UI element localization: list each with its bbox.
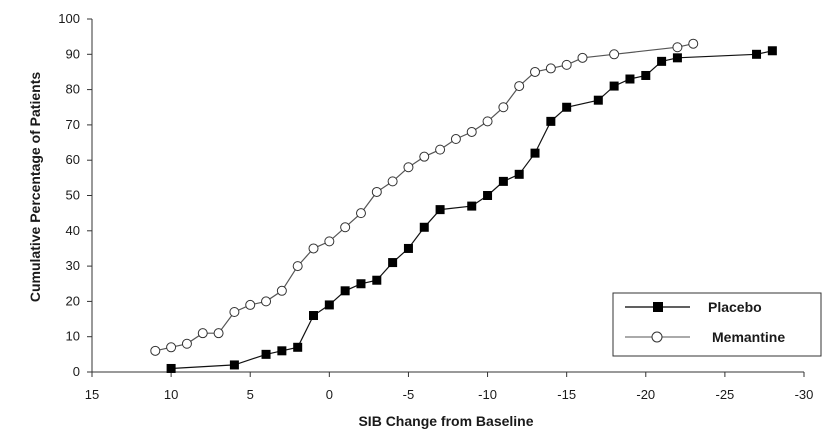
series-layer bbox=[150, 38, 777, 373]
data-point-placebo bbox=[498, 176, 508, 186]
data-point-placebo bbox=[309, 311, 319, 321]
data-point-memantine bbox=[292, 261, 303, 272]
y-tick-label: 20 bbox=[66, 293, 80, 308]
data-point-placebo bbox=[593, 95, 603, 105]
data-point-memantine bbox=[355, 208, 366, 219]
data-point-memantine bbox=[229, 306, 240, 317]
x-axis-title: SIB Change from Baseline bbox=[358, 413, 533, 429]
data-point-memantine bbox=[213, 328, 224, 339]
legend-box bbox=[612, 292, 822, 357]
legend-placebo-marker bbox=[653, 302, 663, 312]
data-point-memantine bbox=[450, 134, 461, 145]
data-point-memantine bbox=[577, 52, 588, 63]
data-point-memantine bbox=[609, 49, 620, 60]
data-point-placebo bbox=[340, 286, 350, 296]
data-point-placebo bbox=[261, 349, 271, 359]
series-memantine bbox=[150, 38, 699, 356]
data-point-memantine bbox=[466, 126, 477, 137]
data-point-memantine bbox=[387, 176, 398, 187]
data-point-placebo bbox=[324, 300, 334, 310]
data-point-placebo bbox=[356, 279, 366, 289]
data-point-memantine bbox=[166, 342, 177, 353]
x-tick-label: 15 bbox=[85, 387, 99, 402]
data-point-placebo bbox=[514, 169, 524, 179]
x-tick-label: -10 bbox=[478, 387, 497, 402]
data-point-memantine bbox=[482, 116, 493, 127]
data-point-placebo bbox=[562, 102, 572, 112]
y-axis-title: Cumulative Percentage of Patients bbox=[27, 72, 43, 303]
data-point-placebo bbox=[403, 243, 413, 253]
data-point-memantine bbox=[197, 328, 208, 339]
data-point-placebo bbox=[625, 74, 635, 84]
data-point-memantine bbox=[371, 186, 382, 197]
y-tick-label: 10 bbox=[66, 329, 80, 344]
data-point-memantine bbox=[245, 299, 256, 310]
data-point-memantine bbox=[672, 42, 683, 53]
y-tick-label: 100 bbox=[58, 11, 80, 26]
data-point-placebo bbox=[372, 275, 382, 285]
data-point-memantine bbox=[276, 285, 287, 296]
y-tick-label: 0 bbox=[73, 364, 80, 379]
data-point-placebo bbox=[229, 360, 239, 370]
data-point-placebo bbox=[419, 222, 429, 232]
data-point-placebo bbox=[166, 363, 176, 373]
data-point-placebo bbox=[641, 70, 651, 80]
y-tick-label: 70 bbox=[66, 117, 80, 132]
data-point-placebo bbox=[546, 116, 556, 126]
data-point-memantine bbox=[419, 151, 430, 162]
data-point-placebo bbox=[277, 346, 287, 356]
data-point-memantine bbox=[150, 345, 161, 356]
data-point-memantine bbox=[530, 66, 541, 77]
series-placebo bbox=[166, 46, 777, 373]
y-tick-label: 90 bbox=[66, 46, 80, 61]
data-point-placebo bbox=[767, 46, 777, 56]
data-point-memantine bbox=[181, 338, 192, 349]
data-point-memantine bbox=[514, 81, 525, 92]
x-tick-label: 5 bbox=[247, 387, 254, 402]
x-tick-label: 10 bbox=[164, 387, 178, 402]
data-point-memantine bbox=[688, 38, 699, 49]
data-point-memantine bbox=[435, 144, 446, 155]
data-point-memantine bbox=[308, 243, 319, 254]
data-point-placebo bbox=[530, 148, 540, 158]
y-axis-ticks: 0 10 20 30 40 50 60 70 80 90 100 bbox=[58, 11, 92, 379]
y-tick-label: 40 bbox=[66, 223, 80, 238]
y-tick-label: 50 bbox=[66, 188, 80, 203]
data-point-placebo bbox=[609, 81, 619, 91]
data-point-placebo bbox=[672, 53, 682, 63]
x-tick-label: -15 bbox=[557, 387, 576, 402]
data-point-memantine bbox=[324, 236, 335, 247]
y-tick-label: 80 bbox=[66, 82, 80, 97]
y-tick-label: 60 bbox=[66, 152, 80, 167]
data-point-placebo bbox=[752, 49, 762, 59]
legend-memantine-marker bbox=[651, 331, 663, 343]
data-point-placebo bbox=[293, 342, 303, 352]
x-tick-label: 0 bbox=[326, 387, 333, 402]
data-point-placebo bbox=[388, 258, 398, 268]
y-tick-label: 30 bbox=[66, 258, 80, 273]
x-tick-label: -30 bbox=[795, 387, 814, 402]
data-point-memantine bbox=[545, 63, 556, 74]
x-tick-label: -25 bbox=[715, 387, 734, 402]
x-axis-ticks: 15 10 5 0 -5 -10 -15 -20 -25 -30 bbox=[85, 372, 814, 402]
data-point-memantine bbox=[498, 102, 509, 113]
x-tick-label: -20 bbox=[636, 387, 655, 402]
data-point-memantine bbox=[261, 296, 272, 307]
data-point-memantine bbox=[403, 162, 414, 173]
legend-placebo-label: Placebo bbox=[708, 299, 762, 315]
legend: Placebo Memantine bbox=[612, 292, 822, 357]
data-point-memantine bbox=[340, 222, 351, 233]
data-point-placebo bbox=[435, 205, 445, 215]
legend-memantine-label: Memantine bbox=[712, 329, 785, 345]
data-point-placebo bbox=[657, 56, 667, 66]
x-tick-label: -5 bbox=[403, 387, 415, 402]
data-point-placebo bbox=[483, 191, 493, 200]
data-point-placebo bbox=[467, 201, 477, 211]
data-point-memantine bbox=[561, 59, 572, 70]
